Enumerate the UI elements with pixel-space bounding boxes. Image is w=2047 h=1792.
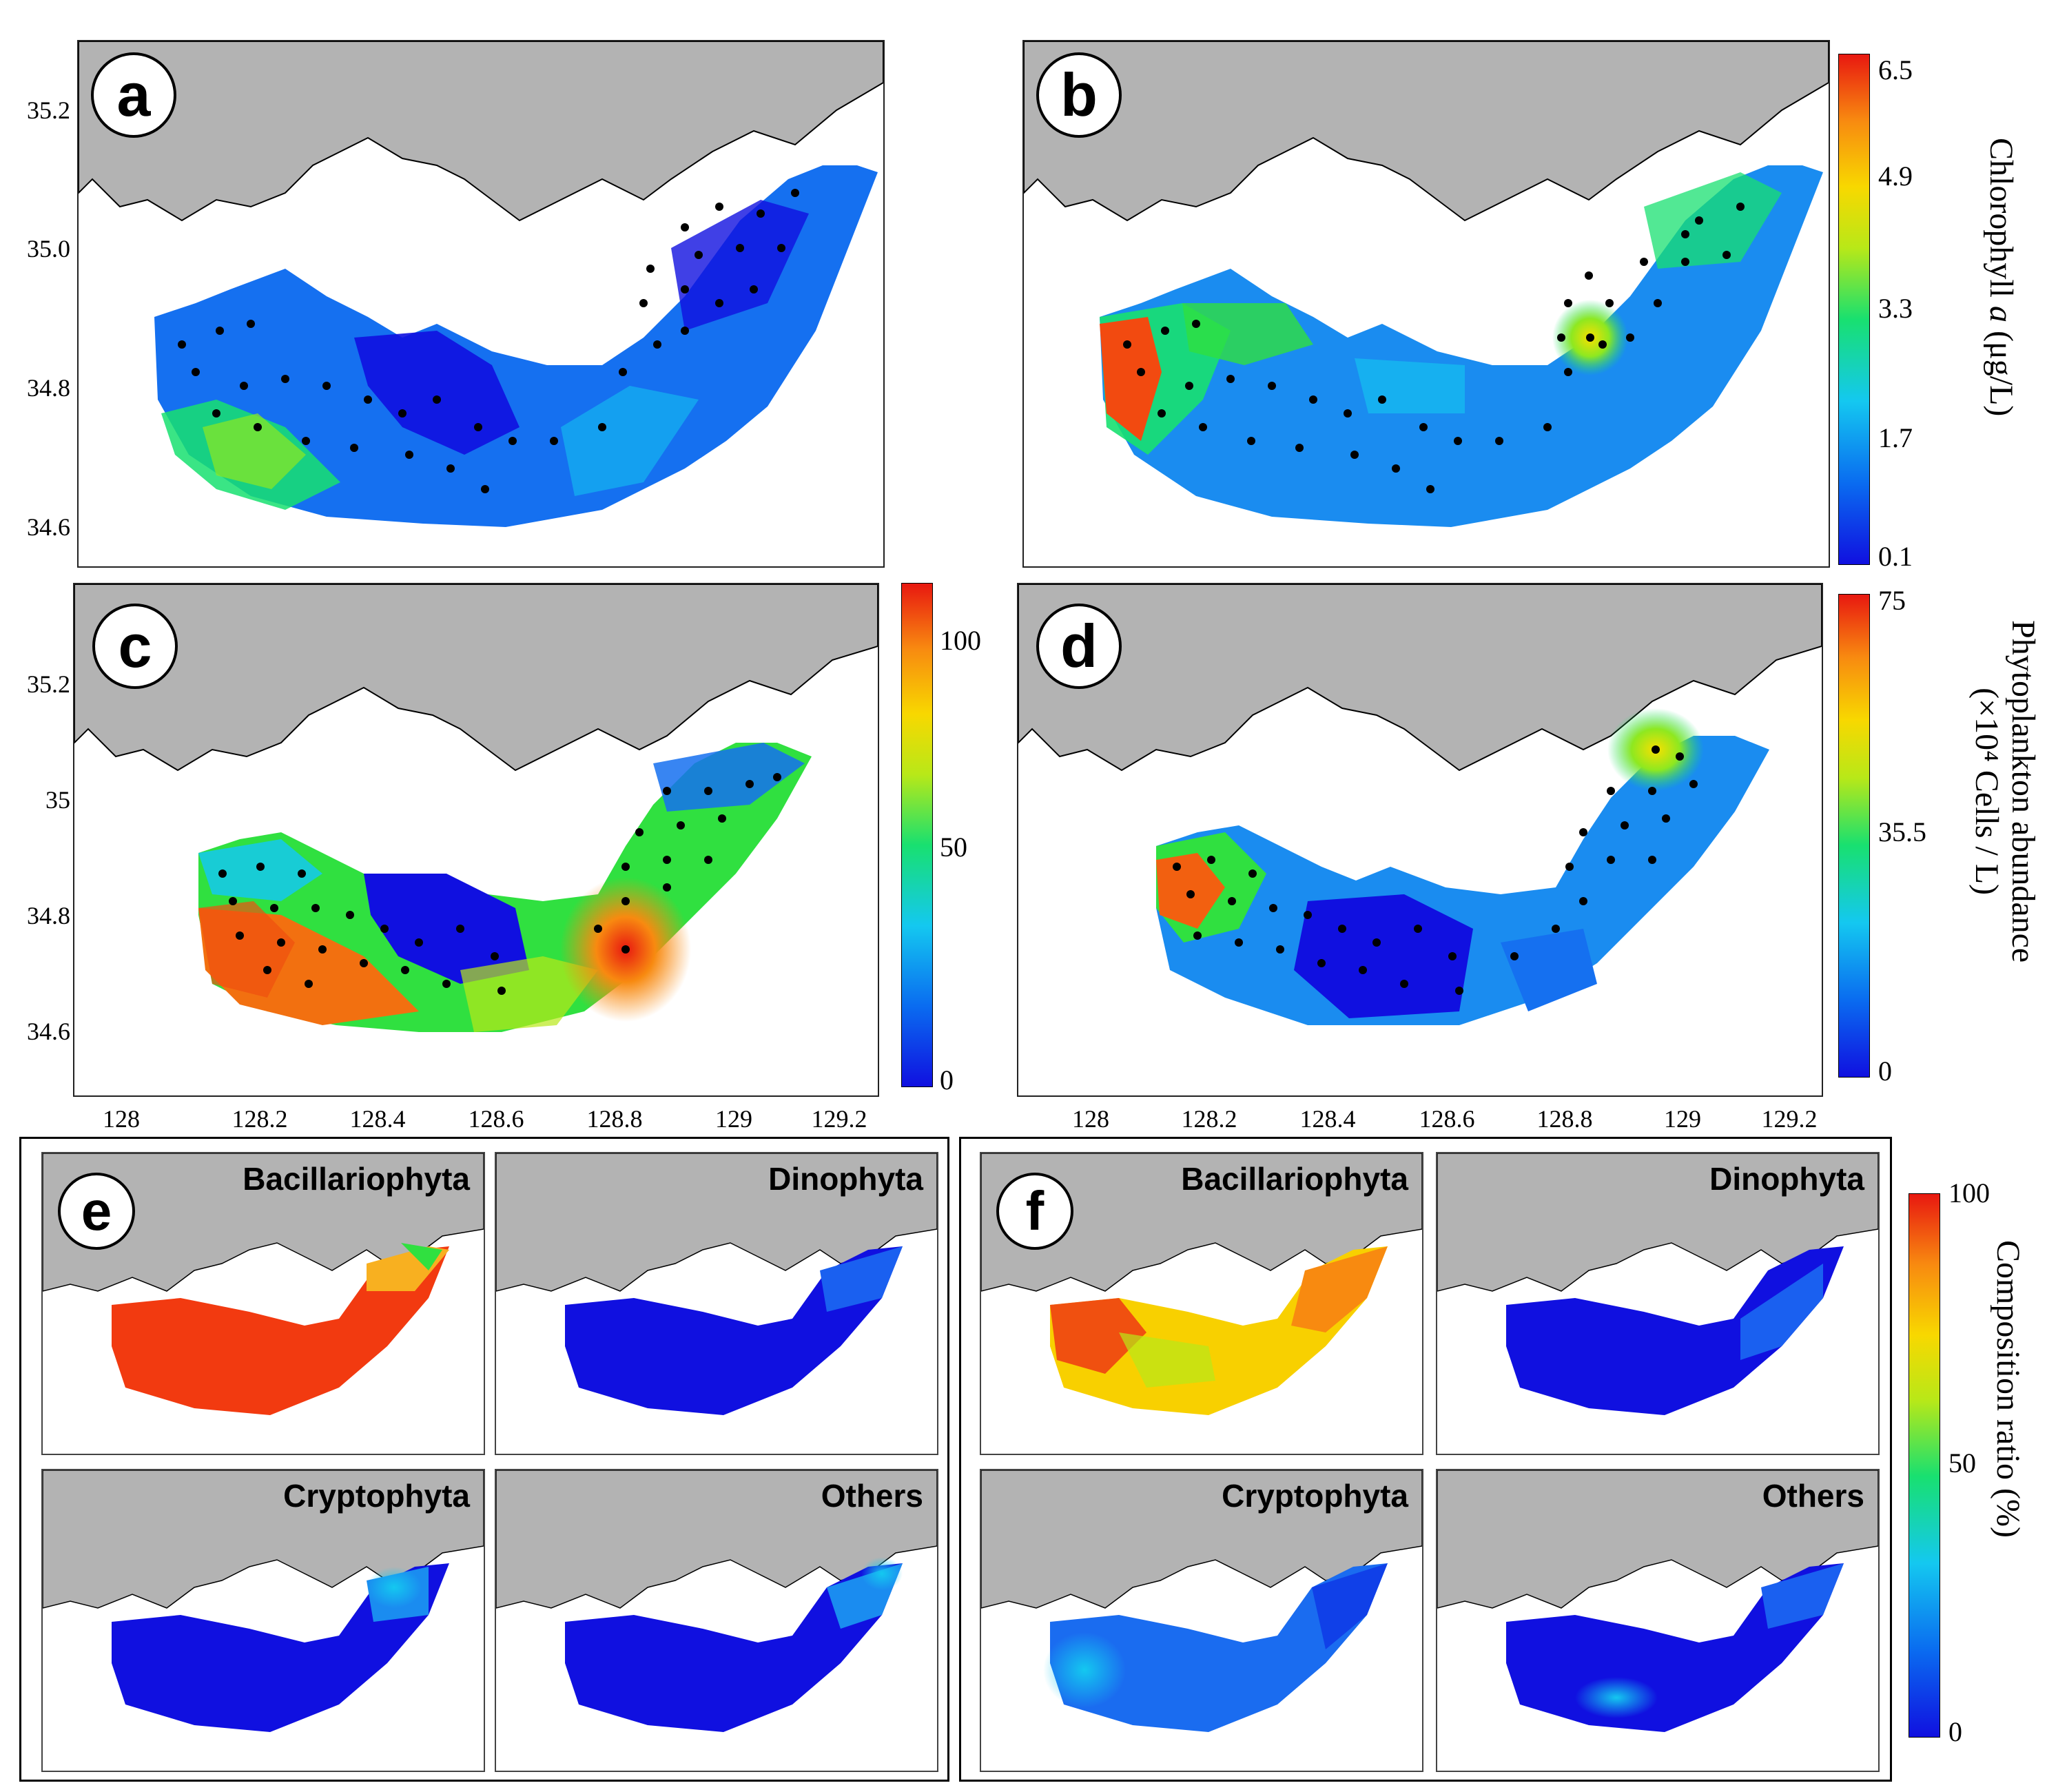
- land-mass: [79, 41, 883, 222]
- abundance-colorbar-c: [901, 583, 933, 1087]
- sea-field: [154, 165, 878, 527]
- subpanel-title: Dinophyta: [1709, 1161, 1864, 1197]
- composition-box-f: [959, 1137, 1892, 1782]
- colorbar-tick: 75: [1878, 585, 1906, 616]
- colorbar-tick: 0.1: [1878, 541, 1913, 572]
- station-dots: [218, 773, 781, 995]
- abundance-colorbar-d: [1838, 594, 1870, 1078]
- lon-tick: 129.2: [811, 1105, 867, 1133]
- lon-tick: 129: [715, 1105, 752, 1133]
- land-mass: [1024, 41, 1829, 222]
- panel-label-c: c: [92, 604, 178, 689]
- lon-tick: 128.8: [586, 1105, 643, 1133]
- lat-tick: 34.6: [27, 1018, 70, 1045]
- lon-tick: 128: [1072, 1105, 1109, 1133]
- lon-tick: 128: [103, 1105, 140, 1133]
- subpanel-f-cryptophyta: Cryptophyta: [980, 1469, 1423, 1772]
- land-mass: [74, 584, 878, 772]
- panel-label-f: f: [996, 1173, 1073, 1250]
- abundance-axis-label: Phytoplankton abundance (×10⁴ Cells / L): [1968, 620, 2041, 962]
- map-panel-d: d: [1017, 583, 1823, 1097]
- colorbar-tick: 50: [1948, 1448, 1976, 1479]
- subpanel-e-others: Others: [495, 1469, 938, 1772]
- colorbar-tick: 1.7: [1878, 422, 1913, 453]
- composition-colorbar: [1909, 1193, 1940, 1738]
- station-dots: [1123, 203, 1745, 493]
- lon-tick: 128.6: [468, 1105, 524, 1133]
- colorbar-tick: 3.3: [1878, 293, 1913, 324]
- map-panel-c: c: [73, 583, 879, 1097]
- subpanel-title: Cryptophyta: [1222, 1478, 1408, 1514]
- lat-tick: 35.0: [27, 235, 70, 262]
- panel-label-a: a: [91, 52, 176, 138]
- composition-axis-label: Composition ratio (%): [1990, 1240, 2026, 1538]
- subpanel-title: Others: [1762, 1478, 1864, 1514]
- lon-tick: 128.8: [1536, 1105, 1593, 1133]
- subpanel-title: Bacillariophyta: [1181, 1161, 1408, 1197]
- colorbar-tick: 0: [1948, 1716, 1962, 1747]
- chlorophyll-axis-label: Chlorophyll a (μg/L): [1983, 138, 2019, 417]
- panel-label-b: b: [1036, 52, 1122, 138]
- colorbar-tick: 4.9: [1878, 161, 1913, 192]
- lat-tick: 34.6: [27, 513, 70, 541]
- lat-tick: 34.8: [27, 374, 70, 402]
- colorbar-tick: 0: [1878, 1055, 1892, 1086]
- panel-label-e: e: [58, 1173, 135, 1250]
- lat-tick: 35.2: [27, 670, 70, 698]
- lon-tick: 128.4: [349, 1105, 406, 1133]
- lon-tick: 129.2: [1761, 1105, 1818, 1133]
- chlorophyll-colorbar: [1838, 54, 1870, 565]
- lon-tick: 129: [1664, 1105, 1701, 1133]
- lon-tick: 128.6: [1419, 1105, 1475, 1133]
- abundance-label-line1: Phytoplankton abundance: [2005, 620, 2041, 963]
- lat-tick: 35: [45, 786, 70, 814]
- colorbar-tick: 100: [940, 625, 981, 656]
- subpanel-title: Dinophyta: [768, 1161, 923, 1197]
- composition-box-e: [19, 1137, 949, 1782]
- subpanel-f-others: Others: [1436, 1469, 1880, 1772]
- panel-label-d: d: [1036, 604, 1122, 689]
- sea-field: [565, 1246, 903, 1415]
- lon-tick: 128.4: [1299, 1105, 1356, 1133]
- colorbar-tick: 50: [940, 832, 967, 863]
- lat-tick: 34.8: [27, 902, 70, 929]
- subpanel-title: Cryptophyta: [283, 1478, 470, 1514]
- colorbar-tick: 0: [940, 1064, 954, 1095]
- subpanel-e-dinophyta: Dinophyta: [495, 1152, 938, 1455]
- subpanel-title: Others: [821, 1478, 923, 1514]
- sea-field: [112, 1563, 449, 1732]
- station-dots: [178, 189, 799, 493]
- lon-tick: 128.2: [232, 1105, 288, 1133]
- sea-field: [1050, 1563, 1388, 1732]
- map-panel-b: b: [1022, 40, 1830, 568]
- station-dots: [1173, 745, 1698, 995]
- colorbar-tick: 35.5: [1878, 816, 1926, 847]
- sea-field: [1506, 1246, 1844, 1415]
- subpanel-e-bacillariophyta: Bacillariophyta e: [41, 1152, 485, 1455]
- colorbar-tick: 6.5: [1878, 54, 1913, 85]
- sea-field: [1100, 165, 1823, 527]
- lat-tick: 35.2: [27, 96, 70, 124]
- subpanel-e-cryptophyta: Cryptophyta: [41, 1469, 485, 1772]
- abundance-label-line2: (×10⁴ Cells / L): [1968, 688, 2006, 896]
- colorbar-tick: 100: [1948, 1177, 1990, 1208]
- map-panel-a: a: [77, 40, 885, 568]
- subpanel-title: Bacillariophyta: [243, 1161, 470, 1197]
- lon-tick: 128.2: [1181, 1105, 1237, 1133]
- subpanel-f-bacillariophyta: Bacillariophyta f: [980, 1152, 1423, 1455]
- subpanel-f-dinophyta: Dinophyta: [1436, 1152, 1880, 1455]
- sea-field: [112, 1246, 449, 1415]
- sea-field: [565, 1563, 903, 1732]
